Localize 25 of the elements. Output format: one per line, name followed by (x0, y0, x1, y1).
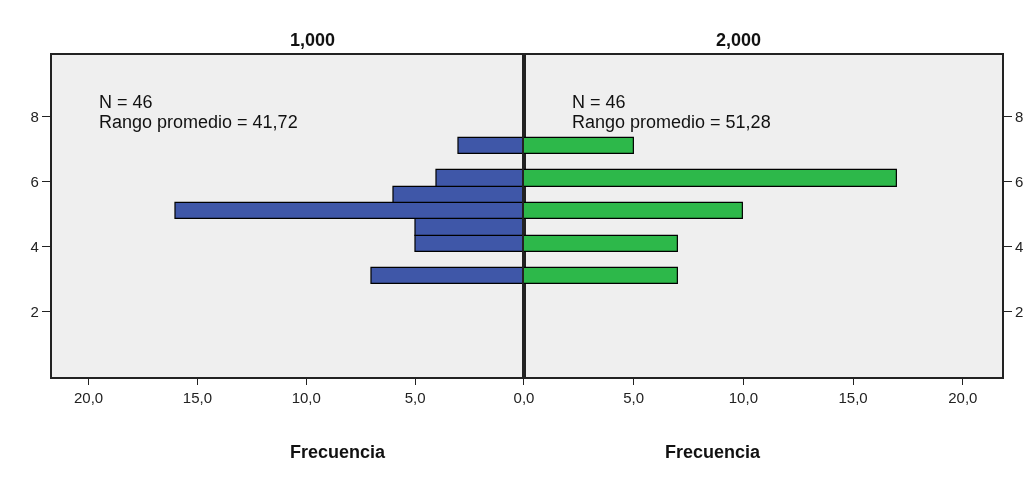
y-tick-label: 8 (30, 108, 39, 126)
y-tick-label: 8 (1015, 108, 1024, 126)
chart-title: 1,000 (290, 30, 336, 50)
x-tick-label: 15,0 (182, 388, 213, 406)
y-tick-label: 6 (1015, 173, 1024, 191)
annotation: N = 46 (572, 92, 626, 112)
y-tick-label: 2 (1015, 303, 1024, 321)
y-tick-label: 2 (30, 303, 39, 321)
x-tick-label: 20,0 (948, 388, 978, 406)
x-tick-label: 0,0 (513, 388, 535, 406)
chart-title: 2,000 (716, 30, 762, 50)
x-tick-label: 10,0 (291, 388, 321, 406)
y-tick-label: 6 (30, 173, 39, 191)
x-tick-label: 15,0 (838, 388, 868, 406)
x-tick-label: 5,0 (404, 388, 426, 406)
y-tick-label: 4 (30, 238, 39, 256)
annotation: Rango promedio = 41,72 (99, 112, 298, 132)
x-tick-label: 5,0 (623, 388, 645, 406)
annotation: Rango promedio = 51,28 (572, 112, 771, 132)
x-axis-title: Frecuencia (290, 442, 387, 462)
annotation: N = 46 (99, 92, 153, 112)
y-tick-label: 4 (1015, 238, 1024, 256)
x-tick-label: 10,0 (728, 388, 758, 406)
x-axis-title: Frecuencia (665, 442, 762, 462)
x-tick-label: 20,0 (74, 388, 104, 406)
